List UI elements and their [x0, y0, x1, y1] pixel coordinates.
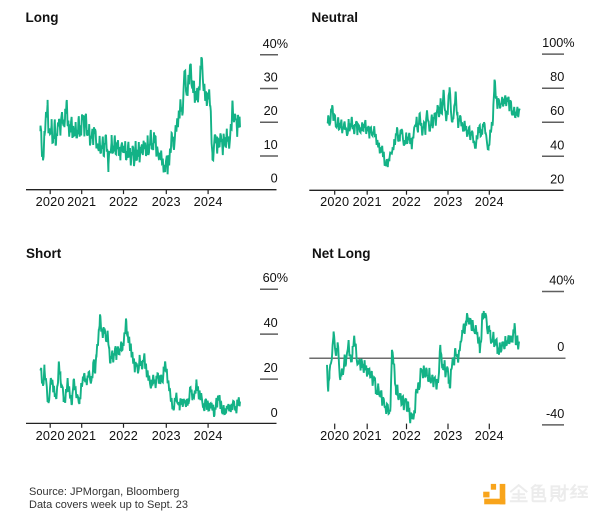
svg-text:2024: 2024 — [475, 195, 504, 209]
svg-text:100%: 100% — [542, 36, 574, 50]
svg-text:2023: 2023 — [433, 195, 462, 209]
svg-text:20: 20 — [550, 172, 564, 186]
svg-text:2022: 2022 — [109, 195, 138, 209]
svg-text:60%: 60% — [263, 271, 288, 285]
svg-text:40: 40 — [550, 138, 564, 152]
svg-text:0: 0 — [271, 172, 278, 186]
svg-text:Short: Short — [26, 246, 62, 261]
svg-text:2021: 2021 — [353, 195, 382, 209]
svg-text:2024: 2024 — [194, 429, 223, 443]
svg-text:0: 0 — [271, 406, 278, 420]
svg-text:80: 80 — [550, 70, 564, 84]
svg-text:30: 30 — [264, 71, 278, 85]
svg-text:Neutral: Neutral — [312, 10, 359, 25]
svg-text:2021: 2021 — [67, 429, 96, 443]
svg-text:Data covers week up to Sept. 2: Data covers week up to Sept. 23 — [29, 499, 188, 511]
svg-text:40%: 40% — [263, 37, 288, 51]
svg-text:2021: 2021 — [353, 429, 382, 443]
svg-text:2022: 2022 — [109, 429, 138, 443]
svg-text:2024: 2024 — [194, 195, 223, 209]
svg-text:Net Long: Net Long — [312, 246, 371, 261]
svg-text:2024: 2024 — [475, 429, 504, 443]
svg-text:10: 10 — [264, 138, 278, 152]
svg-text:2022: 2022 — [392, 429, 421, 443]
svg-text:2023: 2023 — [433, 429, 462, 443]
svg-text:2021: 2021 — [67, 195, 96, 209]
svg-text:20: 20 — [264, 104, 278, 118]
svg-text:Source: JPMorgan, Bloomberg: Source: JPMorgan, Bloomberg — [29, 486, 179, 498]
svg-text:60: 60 — [550, 104, 564, 118]
svg-text:-40: -40 — [546, 407, 564, 421]
svg-text:0: 0 — [557, 340, 564, 354]
svg-text:2023: 2023 — [152, 195, 181, 209]
svg-text:20: 20 — [264, 361, 278, 375]
svg-text:2023: 2023 — [152, 429, 181, 443]
svg-text:2020: 2020 — [320, 195, 349, 209]
svg-text:40%: 40% — [549, 274, 574, 288]
svg-text:2022: 2022 — [392, 195, 421, 209]
svg-text:Long: Long — [26, 10, 59, 25]
svg-text:2020: 2020 — [320, 429, 349, 443]
svg-text:2020: 2020 — [36, 195, 65, 209]
svg-text:40: 40 — [264, 316, 278, 330]
svg-text:2020: 2020 — [36, 429, 65, 443]
